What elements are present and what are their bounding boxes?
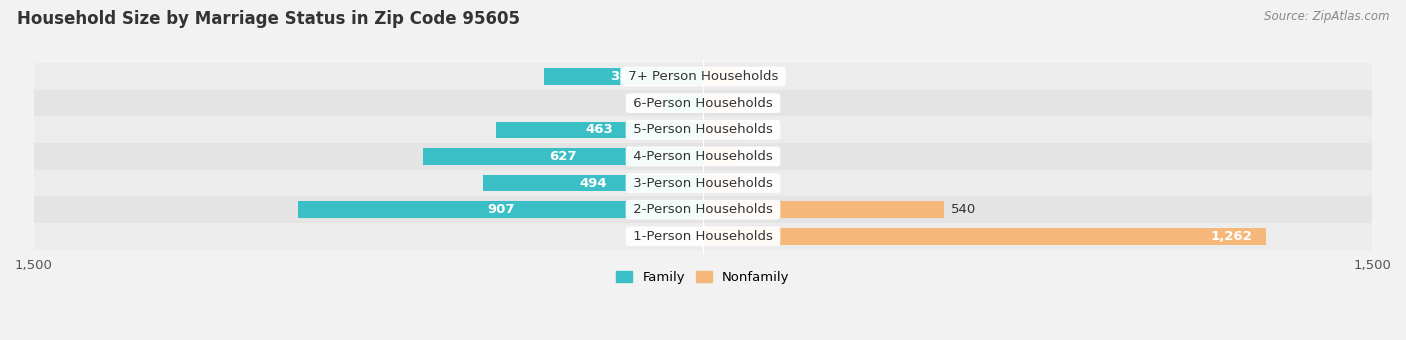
Bar: [34, 90, 1372, 117]
Text: 0: 0: [745, 70, 754, 83]
Text: 7+ Person Households: 7+ Person Households: [624, 70, 782, 83]
Text: 92: 92: [641, 97, 658, 109]
Text: 627: 627: [550, 150, 576, 163]
Text: 463: 463: [586, 123, 613, 136]
Bar: [703, 121, 738, 138]
Bar: [544, 68, 703, 85]
Text: 1-Person Households: 1-Person Households: [628, 230, 778, 243]
Bar: [703, 95, 738, 112]
Text: 5-Person Households: 5-Person Households: [628, 123, 778, 136]
Bar: [423, 148, 703, 165]
Bar: [34, 196, 1372, 223]
Bar: [298, 201, 703, 218]
Bar: [703, 175, 738, 191]
Text: 0: 0: [745, 176, 754, 189]
Text: 907: 907: [486, 203, 515, 216]
Bar: [34, 143, 1372, 170]
Text: 4-Person Households: 4-Person Households: [628, 150, 778, 163]
Bar: [34, 63, 1372, 90]
Bar: [34, 117, 1372, 143]
Text: 2-Person Households: 2-Person Households: [628, 203, 778, 216]
Bar: [703, 148, 738, 165]
Text: 0: 0: [745, 97, 754, 109]
Bar: [703, 228, 1265, 244]
Text: 494: 494: [579, 176, 606, 189]
Text: 6-Person Households: 6-Person Households: [628, 97, 778, 109]
Text: 0: 0: [745, 150, 754, 163]
Bar: [662, 95, 703, 112]
Legend: Family, Nonfamily: Family, Nonfamily: [612, 266, 794, 290]
Text: 357: 357: [610, 70, 637, 83]
Text: Source: ZipAtlas.com: Source: ZipAtlas.com: [1264, 10, 1389, 23]
Bar: [703, 201, 943, 218]
Text: 540: 540: [950, 203, 976, 216]
Text: 0: 0: [745, 123, 754, 136]
Bar: [34, 170, 1372, 196]
Bar: [34, 223, 1372, 250]
Text: 1,262: 1,262: [1211, 230, 1253, 243]
Text: 3-Person Households: 3-Person Households: [628, 176, 778, 189]
Bar: [496, 121, 703, 138]
Bar: [703, 68, 738, 85]
Bar: [482, 175, 703, 191]
Text: Household Size by Marriage Status in Zip Code 95605: Household Size by Marriage Status in Zip…: [17, 10, 520, 28]
